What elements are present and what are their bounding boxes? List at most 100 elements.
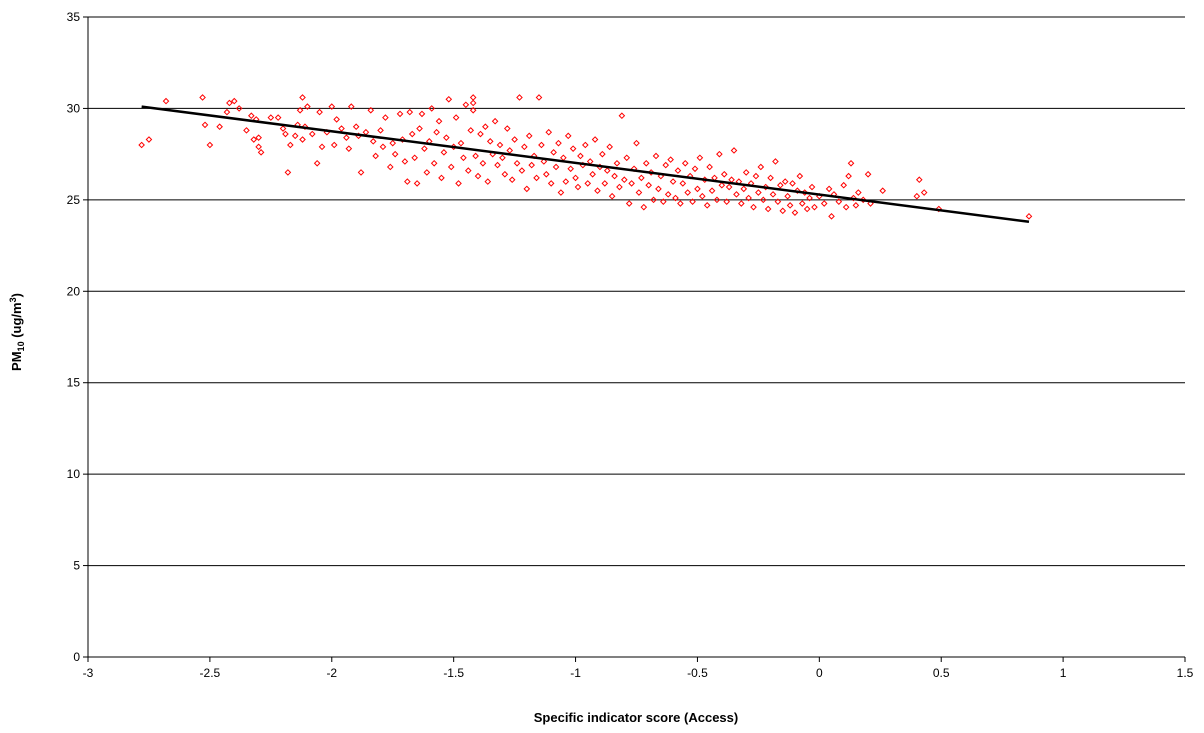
- data-point-180: [694, 185, 701, 193]
- data-point-22: [284, 169, 292, 176]
- data-point-6: [216, 123, 223, 131]
- data-point-102: [503, 125, 511, 132]
- x-tick-label-1: -2.5: [200, 666, 221, 680]
- data-point-188: [713, 196, 721, 204]
- data-point-139: [594, 187, 601, 195]
- axes: [87, 17, 1185, 658]
- data-point-143: [603, 167, 611, 174]
- data-point-59: [404, 178, 411, 185]
- data-point-75: [443, 134, 450, 141]
- data-point-27: [299, 136, 306, 143]
- data-point-238: [847, 159, 855, 167]
- x-tick-label-5: -0.5: [687, 666, 708, 680]
- data-point-195: [730, 147, 738, 154]
- data-point-37: [330, 141, 338, 149]
- data-point-132: [577, 152, 584, 160]
- data-point-4: [201, 121, 209, 129]
- data-point-211: [769, 191, 777, 198]
- data-point-56: [396, 110, 404, 118]
- x-tick-label-6: 0: [816, 666, 823, 680]
- data-point-159: [642, 159, 650, 167]
- data-point-168: [664, 191, 672, 198]
- data-point-52: [382, 114, 389, 121]
- y-tick-label-2: 10: [67, 467, 81, 481]
- data-point-217: [784, 192, 791, 200]
- y-axis-label-base: PM: [9, 351, 24, 371]
- data-point-119: [545, 128, 553, 136]
- data-point-70: [430, 159, 438, 167]
- data-point-179: [691, 165, 699, 173]
- data-point-201: [745, 194, 752, 202]
- data-point-80: [455, 180, 462, 187]
- data-point-110: [523, 185, 531, 193]
- y-axis-label: PM10 (ug/m3): [8, 293, 26, 371]
- y-tick-label-7: 35: [67, 10, 81, 24]
- data-point-176: [684, 189, 692, 196]
- data-point-162: [650, 196, 657, 204]
- data-point-234: [835, 198, 843, 205]
- data-point-205: [755, 189, 762, 196]
- data-point-148: [616, 183, 623, 191]
- data-point-69: [428, 105, 436, 112]
- gridlines: [88, 16, 1185, 567]
- data-point-46: [362, 128, 370, 136]
- x-tick-label-3: -1.5: [443, 666, 464, 680]
- data-point-160: [645, 181, 652, 189]
- data-point-107: [516, 94, 523, 101]
- data-point-223: [798, 200, 806, 207]
- data-point-40: [343, 134, 350, 141]
- data-point-67: [423, 169, 431, 176]
- data-point-135: [584, 180, 592, 187]
- data-point-7: [223, 108, 231, 116]
- data-point-213: [774, 198, 782, 205]
- data-point-186: [708, 187, 716, 195]
- data-point-199: [740, 185, 748, 193]
- data-point-33: [316, 108, 323, 116]
- data-point-214: [777, 181, 784, 189]
- data-point-173: [677, 200, 684, 207]
- data-point-204: [752, 172, 760, 180]
- data-point-82: [460, 154, 467, 162]
- data-point-134: [581, 141, 589, 149]
- data-point-144: [606, 143, 613, 151]
- data-point-114: [533, 174, 540, 182]
- data-point-2: [162, 97, 170, 105]
- data-point-76: [445, 95, 453, 103]
- data-point-30: [304, 103, 311, 110]
- data-point-246: [913, 192, 921, 200]
- data-point-31: [308, 130, 316, 138]
- data-point-79: [452, 114, 460, 121]
- data-point-125: [560, 154, 567, 162]
- data-point-170: [669, 178, 677, 185]
- y-axis-label-sup: 3: [8, 297, 18, 302]
- data-point-10: [235, 105, 243, 112]
- data-point-192: [723, 198, 731, 205]
- data-point-175: [681, 159, 689, 167]
- data-point-200: [742, 169, 750, 176]
- data-point-60: [406, 108, 414, 116]
- data-point-28: [299, 94, 306, 101]
- data-point-122: [552, 163, 560, 171]
- data-point-129: [569, 145, 577, 152]
- data-point-163: [652, 152, 660, 160]
- data-point-89: [472, 152, 479, 160]
- data-point-15: [255, 143, 262, 151]
- data-point-47: [367, 106, 375, 114]
- data-point-74: [440, 149, 448, 156]
- data-point-158: [640, 203, 648, 211]
- data-point-155: [633, 139, 640, 147]
- data-point-90: [474, 172, 482, 180]
- data-point-87: [469, 99, 477, 107]
- data-point-141: [599, 150, 606, 158]
- data-point-21: [282, 130, 289, 138]
- data-point-128: [567, 165, 574, 173]
- data-point-55: [391, 150, 399, 158]
- data-point-171: [672, 194, 679, 202]
- data-point-95: [486, 138, 494, 145]
- y-axis-label-unit: (ug/m: [9, 302, 24, 341]
- data-point-111: [525, 132, 533, 140]
- y-axis-label-sub: 10: [16, 341, 26, 351]
- data-point-63: [413, 180, 421, 187]
- data-point-103: [506, 147, 514, 154]
- data-point-236: [842, 203, 850, 211]
